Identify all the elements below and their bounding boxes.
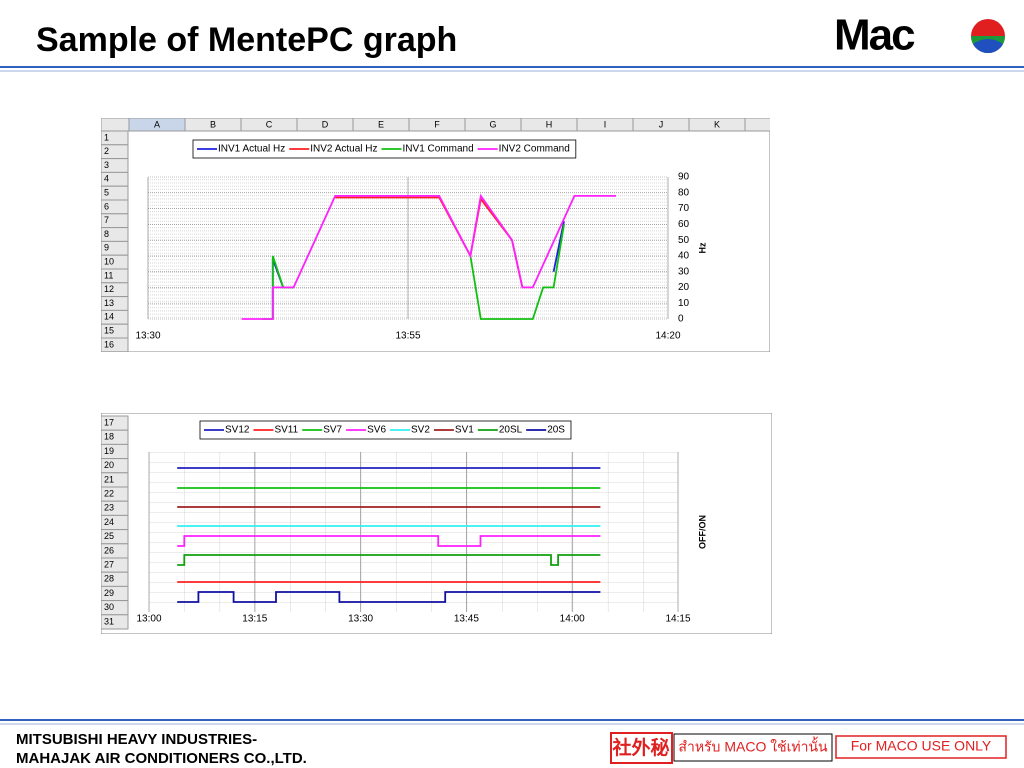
row-label: 1	[104, 132, 109, 142]
row-label: 25	[104, 531, 114, 541]
row-label: 13	[104, 298, 114, 308]
x-tick-label: 14:15	[665, 614, 690, 625]
legend-label: SV6	[367, 425, 386, 436]
x-tick-label: 13:00	[136, 614, 161, 625]
column-label: L	[770, 119, 775, 129]
y-tick-label: 20	[678, 282, 690, 293]
x-tick-label: 13:30	[135, 331, 160, 342]
row-label: 6	[104, 201, 109, 211]
slide-title: Sample of MentePC graph	[36, 21, 457, 59]
legend-box	[199, 420, 572, 440]
legend-label: INV1 Command	[403, 144, 474, 155]
y-tick-label: 0	[678, 314, 684, 325]
note-box	[835, 735, 1007, 759]
thai-note: สำหรับ MACO ใช้เท่านั้น	[678, 737, 828, 755]
legend-label: SV12	[225, 425, 250, 436]
legend-label: SV2	[411, 425, 430, 436]
plot-grid	[149, 452, 678, 612]
row-label: 20	[104, 460, 114, 470]
column-header	[744, 118, 770, 132]
row-label: 28	[104, 574, 114, 584]
row-label: 10	[104, 256, 114, 266]
row-label: 3	[104, 160, 109, 170]
note: For MACO USE ONLY	[851, 738, 992, 754]
column-label: D	[322, 119, 329, 129]
series-line	[177, 591, 601, 603]
y-tick-label: 30	[678, 266, 690, 277]
series-line	[177, 535, 601, 547]
row-label: 7	[104, 215, 109, 225]
row-label: 31	[104, 616, 114, 626]
row-label: 11	[104, 270, 113, 280]
row-header	[101, 614, 129, 630]
series-line	[241, 193, 616, 320]
y-tick-label: 40	[678, 251, 690, 262]
x-tick-label: 13:30	[348, 614, 373, 625]
y-tick-label: 80	[678, 187, 690, 198]
row-label: 24	[104, 517, 114, 527]
legend-label: SV1	[455, 425, 474, 436]
row-label: 16	[104, 339, 114, 349]
x-tick-label: 14:20	[655, 331, 680, 342]
row-label: 5	[104, 187, 109, 197]
x-tick-label: 13:45	[454, 614, 479, 625]
legend-label: 20SL	[499, 425, 523, 436]
spreadsheet: 17 18 19 20 21 22 23 24 25 26 27 28 29 30 31 13:00 13:15…	[101, 413, 772, 634]
column-label: B	[210, 119, 216, 129]
y-tick-label: 50	[678, 235, 690, 246]
spreadsheet: A B C D E F G H I J K L1234567891011121314151601020…	[101, 118, 775, 352]
column-label: K	[714, 119, 720, 129]
row-label: 27	[104, 559, 114, 569]
row-label: 26	[104, 545, 114, 555]
y-tick-label: 90	[678, 172, 690, 183]
x-tick-label: 14:00	[560, 614, 585, 625]
row-label: 30	[104, 602, 114, 612]
x-tick-label: 13:15	[242, 614, 267, 625]
column-label: E	[378, 119, 384, 129]
row-label: 4	[104, 174, 109, 184]
row-label: 8	[104, 229, 109, 239]
y-tick-label: 60	[678, 219, 690, 230]
logo: Mac	[834, 11, 915, 60]
column-label: C	[266, 119, 273, 129]
row-label: 17	[104, 417, 114, 427]
legend-label: 20S	[547, 425, 565, 436]
company-name: MITSUBISHI HEAVY INDUSTRIES-	[16, 731, 257, 748]
legend-label: INV2 Actual Hz	[310, 144, 377, 155]
stamp-box	[610, 732, 673, 764]
series-line	[177, 554, 601, 566]
column-label: H	[546, 119, 553, 129]
column-label: I	[604, 119, 607, 129]
note-box	[673, 733, 833, 762]
y-tick-label: 10	[678, 298, 690, 309]
row-label: 2	[104, 146, 109, 156]
column-label: F	[434, 119, 440, 129]
column-label: G	[489, 119, 496, 129]
row-label: 21	[104, 474, 114, 484]
logo-mark	[971, 19, 1005, 53]
column-label: A	[154, 119, 160, 129]
y-axis-label: Hz	[697, 242, 707, 253]
legend-label: INV1 Actual Hz	[218, 144, 285, 155]
row-label: 23	[104, 503, 114, 513]
row-label: 14	[104, 312, 114, 322]
row-label: 19	[104, 446, 114, 456]
column-label: J	[659, 119, 664, 129]
row-label: 15	[104, 325, 114, 335]
y-axis-label: OFF/ON	[697, 515, 707, 549]
stamp: 社外秘	[611, 736, 669, 759]
row-label: 12	[104, 284, 114, 294]
row-header	[101, 337, 129, 352]
company-name: MAHAJAK AIR CONDITIONERS CO.,LTD.	[16, 750, 307, 767]
legend-label: INV2 Command	[499, 144, 570, 155]
row-label: 9	[104, 243, 109, 253]
legend-label: SV11	[274, 425, 298, 436]
y-tick-label: 70	[678, 203, 690, 214]
row-label: 22	[104, 488, 114, 498]
legend-label: SV7	[323, 425, 342, 436]
row-label: 29	[104, 588, 114, 598]
x-tick-label: 13:55	[395, 331, 420, 342]
row-label: 18	[104, 432, 114, 442]
